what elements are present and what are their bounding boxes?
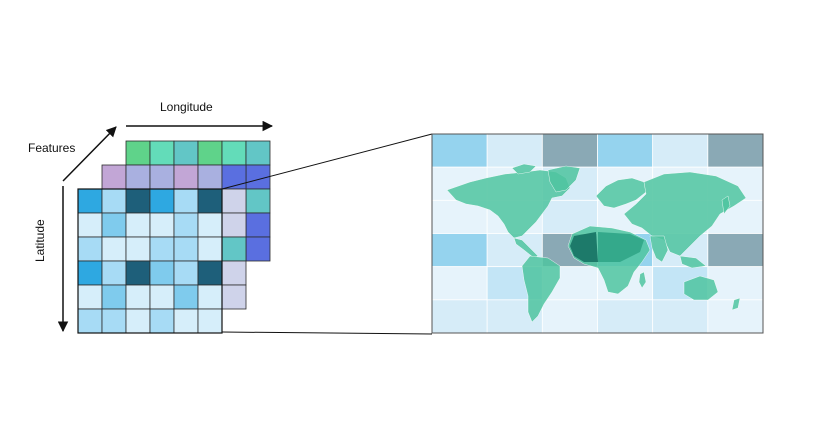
- longitude-label: Longitude: [160, 100, 213, 114]
- world-landmass: [446, 163, 747, 323]
- front-layer-cell: [125, 284, 151, 310]
- landmass-greenland: [547, 165, 581, 193]
- back-layer-cell: [173, 140, 199, 166]
- feature-layer-back: [125, 140, 271, 262]
- zoom-connector-bottom: [221, 331, 433, 335]
- front-layer-cell: [101, 284, 127, 310]
- mid-layer-cell: [221, 212, 247, 238]
- landmass-arctic-islands: [511, 163, 537, 175]
- front-layer-cell: [125, 212, 151, 238]
- landmass-south-america: [521, 255, 561, 323]
- features-arrow: [62, 126, 117, 182]
- front-layer-cell: [77, 212, 103, 238]
- mid-layer-cell: [197, 164, 223, 190]
- mid-layer-cell: [125, 164, 151, 190]
- front-layer-cell: [125, 260, 151, 286]
- front-layer-cell: [173, 188, 199, 214]
- landmass-southeast-asia: [679, 255, 707, 269]
- landmass-asia: [623, 171, 747, 257]
- mid-layer-cell: [221, 260, 247, 286]
- features-label: Features: [28, 141, 76, 155]
- front-layer-cell: [149, 212, 175, 238]
- map-grid-cell: [597, 133, 654, 168]
- mid-layer-cell: [221, 188, 247, 214]
- region-sahara-dark: [570, 232, 598, 262]
- front-layer-cell: [197, 236, 223, 262]
- landmass-australia: [683, 275, 719, 301]
- map-grid-cell: [707, 266, 764, 301]
- map-border: [431, 133, 764, 334]
- landmass-japan: [721, 195, 731, 215]
- feature-layer-front: [77, 188, 223, 334]
- map-grid-cell: [597, 299, 654, 334]
- front-layer-cell: [197, 284, 223, 310]
- front-layer-cell: [101, 236, 127, 262]
- front-layer-cell: [77, 260, 103, 286]
- latitude-label: Latitude: [33, 219, 47, 262]
- front-layer-cell: [125, 308, 151, 334]
- front-layer-cell: [197, 308, 223, 334]
- back-layer-cell: [197, 140, 223, 166]
- front-layer-cell: [101, 260, 127, 286]
- front-layer-cell: [125, 188, 151, 214]
- feature-layer-middle: [101, 164, 247, 310]
- map-grid-cell: [541, 299, 598, 334]
- front-layer-cell: [101, 188, 127, 214]
- front-layer-cell: [197, 260, 223, 286]
- front-layer-cell: [77, 188, 103, 214]
- front-layer-cell: [101, 308, 127, 334]
- front-layer-cell: [77, 236, 103, 262]
- mid-layer-cell: [149, 164, 175, 190]
- mid-layer-cell: [221, 236, 247, 262]
- front-layer-cell: [149, 188, 175, 214]
- front-layer-cell: [197, 188, 223, 214]
- back-layer-cell: [149, 140, 175, 166]
- map-grid-cell: [707, 233, 764, 268]
- front-layer-cell: [173, 260, 199, 286]
- map-grid-cell: [707, 133, 764, 168]
- map-grid-cell: [431, 233, 488, 268]
- landmass-india: [649, 235, 669, 263]
- front-layer-cell: [173, 284, 199, 310]
- back-layer-cell: [245, 212, 271, 238]
- map-grid-cell: [541, 133, 598, 168]
- front-layer-cell: [101, 212, 127, 238]
- back-layer-cell: [221, 140, 247, 166]
- back-layer-cell: [245, 236, 271, 262]
- mid-layer-cell: [101, 164, 127, 190]
- map-grid-cell: [431, 133, 488, 168]
- landmass-madagascar: [638, 271, 647, 289]
- map-grid-cell: [652, 133, 709, 168]
- back-layer-cell: [245, 188, 271, 214]
- map-grid-cell: [431, 266, 488, 301]
- back-layer-cell: [125, 140, 151, 166]
- mid-layer-cell: [173, 164, 199, 190]
- map-grid-cell: [652, 299, 709, 334]
- front-layer-cell: [77, 284, 103, 310]
- back-layer-cell: [245, 140, 271, 166]
- front-layer-cell: [149, 284, 175, 310]
- region-north-africa-mid: [598, 232, 644, 262]
- front-layer-cell: [125, 236, 151, 262]
- front-layer-cell: [149, 260, 175, 286]
- front-layer-border: [77, 188, 223, 334]
- front-layer-cell: [173, 212, 199, 238]
- map-grid-cell: [431, 299, 488, 334]
- front-layer-cell: [173, 308, 199, 334]
- map-grid-cell: [486, 133, 543, 168]
- mid-layer-cell: [221, 284, 247, 310]
- front-layer-cell: [77, 308, 103, 334]
- front-layer-cell: [149, 308, 175, 334]
- mid-layer-cell: [221, 164, 247, 190]
- front-layer-cell: [197, 212, 223, 238]
- zoom-connector-top: [221, 133, 433, 190]
- landmass-new-zealand: [731, 297, 741, 311]
- front-layer-cell: [149, 236, 175, 262]
- world-map-panel: [431, 133, 764, 334]
- front-layer-cell: [173, 236, 199, 262]
